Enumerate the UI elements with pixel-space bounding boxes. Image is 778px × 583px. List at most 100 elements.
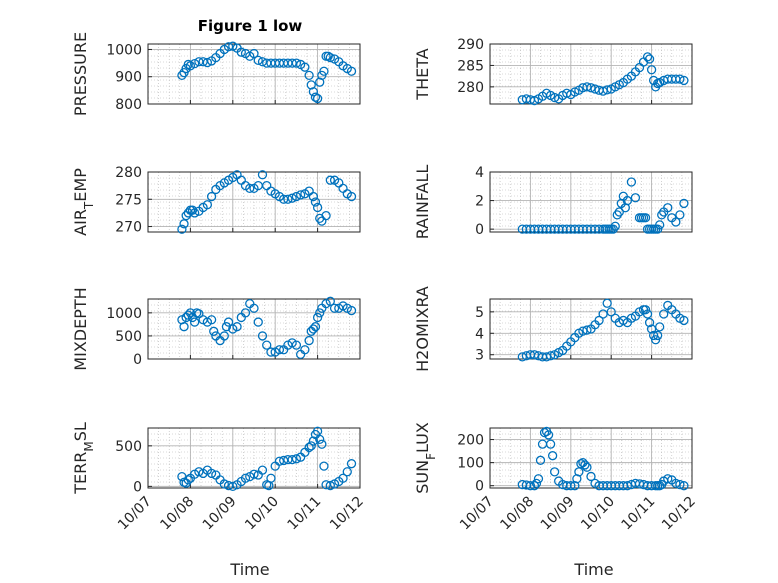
data-point <box>274 345 285 355</box>
data-point <box>549 467 560 477</box>
subplot-pressure: 800 900 1000 PRESSURE <box>71 32 361 116</box>
y-axis-label: SUNFLUX <box>413 422 438 494</box>
data-point <box>679 75 689 86</box>
data-point <box>653 330 663 341</box>
data-point <box>543 430 554 440</box>
y-axis-label: AIRTEMP <box>71 168 96 236</box>
data-point <box>308 324 319 334</box>
data-point <box>206 191 217 202</box>
data-point <box>671 217 681 227</box>
subplot-rainfall: 0 2 4 RAINFALL <box>413 165 693 240</box>
data-point <box>257 465 268 475</box>
data-point <box>582 462 592 472</box>
y-tick-label: 290 <box>457 37 484 53</box>
data-point <box>308 191 319 202</box>
axes-frame <box>147 171 361 233</box>
y-tick-label: 2 <box>475 194 484 210</box>
data-point <box>183 59 193 70</box>
data-point <box>655 220 665 230</box>
series-markers <box>517 426 689 491</box>
data-point <box>586 83 596 93</box>
data-point <box>610 221 620 231</box>
series-markers <box>177 41 357 104</box>
subplot-theta: 280 285 290 THETA <box>413 37 693 106</box>
data-point <box>300 345 310 355</box>
data-point <box>566 481 576 491</box>
data-point <box>308 436 319 446</box>
data-point <box>644 317 655 328</box>
data-point <box>308 87 319 97</box>
data-point <box>312 202 323 213</box>
series-markers <box>517 52 689 106</box>
data-point <box>262 340 272 350</box>
data-point <box>202 200 213 210</box>
axes-frame <box>489 43 693 105</box>
data-point <box>249 303 259 313</box>
data-point <box>202 57 213 68</box>
data-point <box>189 58 200 69</box>
axes-frame <box>147 298 361 360</box>
y-tick-label: 500 <box>115 329 142 345</box>
figure-title: Figure 1 low <box>198 17 303 35</box>
data-point <box>253 55 263 66</box>
data-point <box>679 481 689 491</box>
y-tick-label: 275 <box>115 192 142 208</box>
series-markers <box>177 426 357 492</box>
axes-frame <box>147 427 361 489</box>
y-tick-label: 900 <box>115 70 142 86</box>
data-point <box>223 42 234 52</box>
x-axis-label-right: Time <box>573 560 613 579</box>
data-point <box>630 193 641 203</box>
data-point <box>346 459 357 469</box>
data-point <box>580 460 590 470</box>
data-point <box>626 177 637 187</box>
data-point <box>648 330 659 341</box>
subplot-h2omixra: 3 4 5 H2OMIXRA <box>413 286 693 372</box>
data-point <box>612 210 622 220</box>
subplot-mixdepth: 0 500 1000 MIXDEPTH <box>71 287 361 371</box>
data-point <box>209 326 219 336</box>
data-point <box>287 454 297 465</box>
data-point <box>325 480 335 491</box>
data-point <box>315 308 325 318</box>
data-point <box>529 481 540 491</box>
y-tick-label: 5 <box>475 305 484 321</box>
data-point <box>310 322 321 332</box>
data-point <box>319 66 329 76</box>
axes-frame <box>489 171 693 233</box>
data-point <box>266 473 276 483</box>
y-tick-label: 1000 <box>106 306 142 322</box>
y-axis-label: THETA <box>413 48 432 100</box>
data-point <box>274 456 285 466</box>
series-markers <box>177 296 357 360</box>
data-point <box>586 471 596 482</box>
data-point <box>547 451 558 461</box>
data-point <box>306 80 316 90</box>
data-point <box>614 207 624 217</box>
data-point <box>663 474 673 484</box>
data-point <box>545 439 556 449</box>
data-point <box>189 317 200 327</box>
data-point <box>342 467 352 477</box>
y-tick-label: 3 <box>475 348 484 364</box>
data-point <box>312 93 323 104</box>
data-point <box>606 307 616 317</box>
data-point <box>177 70 187 81</box>
y-axis-label: RAINFALL <box>413 165 432 240</box>
data-point <box>325 175 335 185</box>
y-axis-label: TERRMSL <box>71 422 96 495</box>
data-point <box>642 309 653 319</box>
data-point <box>525 481 536 491</box>
y-tick-label: 800 <box>115 97 142 113</box>
data-point <box>310 92 321 102</box>
data-point <box>622 195 633 206</box>
data-point <box>646 65 657 75</box>
y-tick-label: 200 <box>457 433 484 449</box>
data-point <box>257 57 268 67</box>
data-point <box>283 194 293 204</box>
y-tick-label: 500 <box>115 439 142 455</box>
series-markers <box>517 298 689 362</box>
data-point <box>295 190 306 200</box>
